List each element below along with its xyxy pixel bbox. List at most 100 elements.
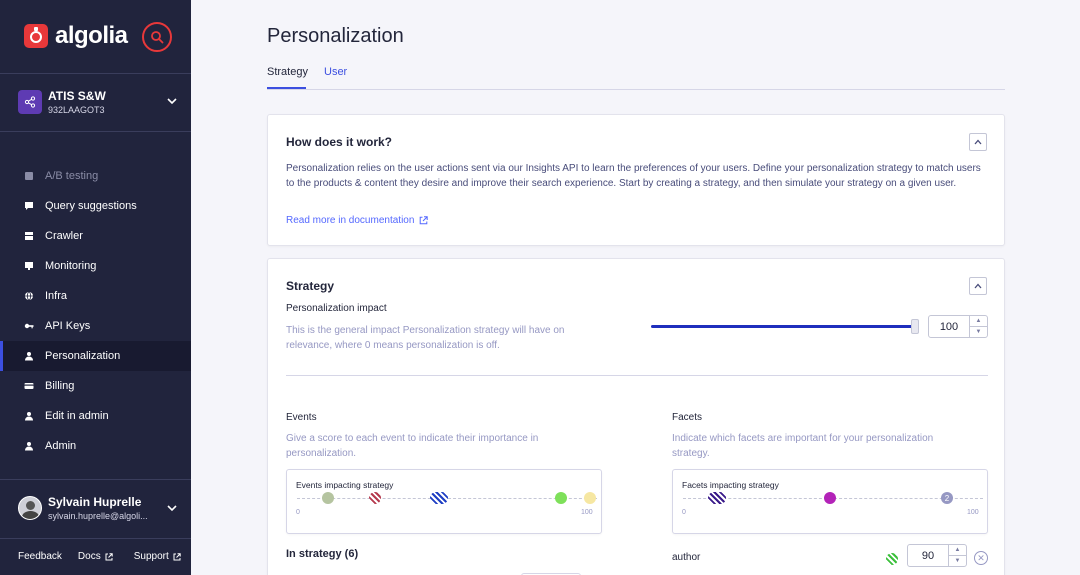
impact-description: This is the general impact Personalizati…	[286, 325, 565, 351]
user-email: sylvain.huprelle@algoli...	[48, 511, 148, 521]
main-content: Personalization Strategy User How does i…	[191, 0, 1080, 575]
monitor-icon	[24, 261, 34, 271]
sidebar-item-label: Crawler	[45, 230, 83, 242]
events-label: Events	[286, 412, 317, 423]
sidebar-item-personalization[interactable]: Personalization	[0, 341, 191, 371]
documentation-link[interactable]: Read more in documentation	[286, 215, 429, 226]
decrement-button[interactable]: ▼	[949, 555, 966, 566]
axis-max-label: 100	[581, 509, 593, 516]
event-dot[interactable]	[322, 492, 334, 504]
impact-slider[interactable]	[651, 325, 916, 328]
person-icon	[24, 411, 34, 421]
axis-min-label: 0	[296, 509, 300, 516]
sidebar-item-query-suggestions[interactable]: Query suggestions	[0, 191, 191, 221]
sidebar-footer: Feedback Docs Support	[18, 551, 181, 562]
remove-facet-button[interactable]: ✕	[974, 551, 988, 565]
sidebar-item-label: API Keys	[45, 320, 91, 332]
collapse-button[interactable]	[969, 133, 987, 151]
sidebar-item-edit-in-admin[interactable]: Edit in admin	[0, 401, 191, 431]
divider	[0, 73, 191, 74]
sidebar: algolia ATIS S&W 932LAAGOT3 A/B testing …	[0, 0, 191, 575]
tab-bar: Strategy User	[267, 62, 1005, 90]
user-menu[interactable]: Sylvain Huprelle sylvain.huprelle@algoli…	[18, 495, 178, 521]
impact-stepper[interactable]: 100 ▲ ▼	[928, 315, 988, 338]
divider	[0, 538, 191, 539]
facet-score-stepper[interactable]: 90 ▲ ▼	[907, 544, 967, 567]
facet-dot[interactable]	[824, 492, 836, 504]
sidebar-item-api-keys[interactable]: API Keys	[0, 311, 191, 341]
app-selector[interactable]: ATIS S&W 932LAAGOT3	[18, 89, 178, 115]
tab-strategy[interactable]: Strategy	[267, 66, 308, 89]
user-name: Sylvain Huprelle	[48, 495, 142, 509]
divider	[0, 479, 191, 480]
search-icon	[151, 31, 164, 44]
event-dot[interactable]	[430, 492, 448, 504]
person-icon	[24, 441, 34, 451]
facets-chart-title: Facets impacting strategy	[682, 480, 779, 490]
chevron-down-icon	[167, 98, 177, 105]
facet-color-swatch	[886, 553, 898, 565]
increment-button[interactable]: ▲	[975, 318, 982, 324]
strategy-card: Strategy Personalization impact This is …	[267, 258, 1005, 575]
close-icon: ✕	[977, 552, 985, 563]
sidebar-item-billing[interactable]: Billing	[0, 371, 191, 401]
event-control[interactable]	[521, 573, 581, 575]
external-link-icon	[420, 216, 429, 225]
sidebar-nav: A/B testing Query suggestions Crawler Mo…	[0, 161, 191, 461]
facet-score-value[interactable]: 90	[921, 549, 935, 562]
globe-icon	[24, 291, 34, 301]
sidebar-item-monitoring[interactable]: Monitoring	[0, 251, 191, 281]
page-title: Personalization	[267, 25, 404, 47]
event-dot[interactable]	[584, 492, 596, 504]
impact-slider-handle[interactable]	[911, 319, 919, 334]
axis-max-label: 100	[967, 509, 979, 516]
feedback-label: Feedback	[18, 551, 62, 562]
flask-icon	[24, 171, 34, 181]
axis-min-label: 0	[682, 509, 686, 516]
docs-label: Docs	[77, 551, 101, 562]
impact-label: Personalization impact	[286, 303, 387, 314]
sidebar-item-label: Billing	[45, 380, 75, 392]
sidebar-item-label: Admin	[45, 440, 77, 452]
how-it-works-card: How does it work? Personalization relies…	[267, 114, 1005, 246]
docs-link[interactable]: Docs	[78, 551, 113, 562]
feedback-link[interactable]: Feedback	[18, 551, 62, 562]
collapse-button[interactable]	[969, 277, 987, 295]
impact-value[interactable]: 100	[939, 320, 959, 333]
how-it-works-text: Personalization relies on the user actio…	[286, 163, 981, 189]
sidebar-item-ab-testing[interactable]: A/B testing	[0, 161, 191, 191]
external-link-icon	[173, 552, 181, 560]
sidebar-item-infra[interactable]: Infra	[0, 281, 191, 311]
divider	[286, 375, 988, 376]
card-title: Strategy	[286, 279, 335, 293]
event-dot[interactable]	[555, 492, 567, 504]
facets-description: Indicate which facets are important for …	[672, 433, 934, 459]
app-id: 932LAAGOT3	[48, 105, 105, 115]
external-link-icon	[105, 552, 113, 560]
sidebar-item-label: Infra	[45, 290, 68, 302]
support-link[interactable]: Support	[134, 551, 181, 562]
algolia-logo-icon	[24, 24, 48, 48]
support-label: Support	[133, 551, 169, 562]
chat-icon	[24, 201, 34, 211]
sidebar-item-label: A/B testing	[45, 170, 99, 182]
avatar	[18, 496, 42, 520]
documentation-link-label: Read more in documentation	[286, 215, 415, 226]
events-chart-title: Events impacting strategy	[296, 480, 394, 490]
key-icon	[24, 321, 34, 331]
increment-button[interactable]: ▲	[954, 547, 961, 553]
brand-name: algolia	[55, 22, 128, 49]
event-dot[interactable]	[369, 492, 381, 504]
facet-count-badge[interactable]: 2	[941, 492, 953, 504]
decrement-button[interactable]: ▼	[970, 326, 987, 337]
sidebar-item-label: Monitoring	[45, 260, 97, 272]
sidebar-item-admin[interactable]: Admin	[0, 431, 191, 461]
search-button[interactable]	[142, 22, 172, 52]
algolia-logo[interactable]: algolia	[24, 22, 128, 50]
in-strategy-heading: In strategy (6)	[286, 548, 359, 560]
sidebar-item-crawler[interactable]: Crawler	[0, 221, 191, 251]
card-title: How does it work?	[286, 135, 393, 149]
facet-dot[interactable]	[708, 492, 726, 504]
tab-user[interactable]: User	[324, 66, 348, 78]
sidebar-item-label: Personalization	[45, 350, 121, 362]
